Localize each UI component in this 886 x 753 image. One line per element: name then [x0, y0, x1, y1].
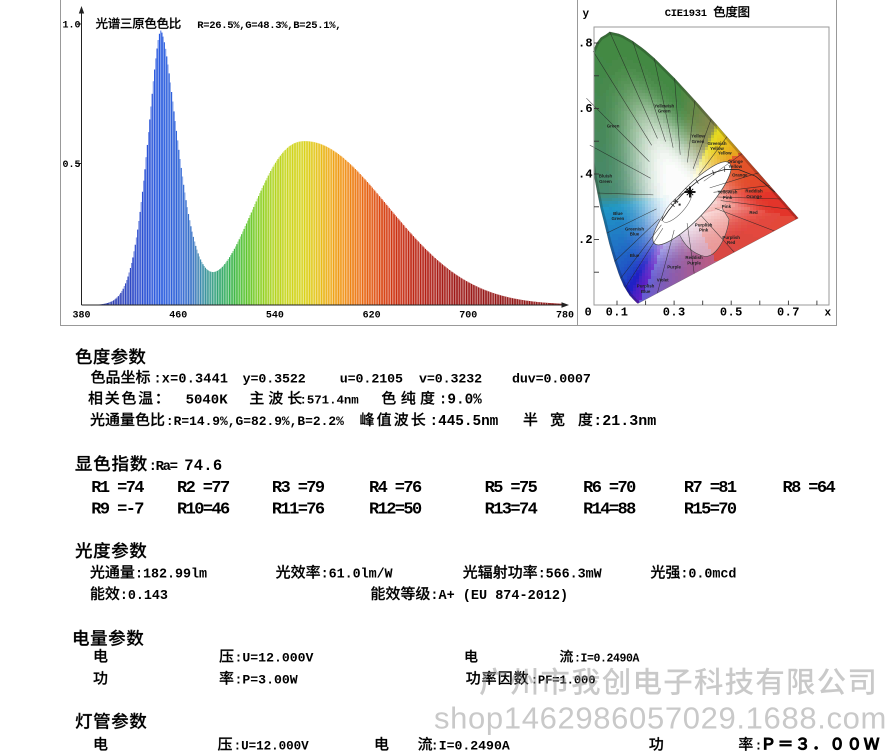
svg-text:Green: Green	[612, 216, 625, 221]
svg-text:0.1: 0.1	[606, 306, 629, 320]
svg-text::571.4nm: :571.4nm	[300, 394, 359, 408]
svg-text::0.0mcd: :0.0mcd	[680, 568, 736, 583]
svg-text::9.0%: :9.0%	[439, 393, 482, 409]
svg-text::445.5nm: :445.5nm	[430, 414, 499, 430]
svg-text:duv=0.0007: duv=0.0007	[512, 372, 591, 387]
svg-text:Blue: Blue	[613, 211, 623, 216]
svg-text:Orange: Orange	[732, 173, 748, 178]
svg-text::21.3nm: :21.3nm	[593, 413, 656, 430]
svg-text:0.7: 0.7	[777, 306, 800, 320]
svg-text:.4: .4	[578, 167, 593, 181]
svg-text:5040K: 5040K	[186, 393, 229, 409]
svg-text:Blue: Blue	[630, 253, 640, 258]
svg-text:Red: Red	[727, 240, 736, 245]
svg-text:R10=46: R10=46	[177, 501, 230, 520]
svg-text:Purplish: Purplish	[695, 222, 713, 227]
svg-text:Yellowish: Yellowish	[717, 190, 737, 195]
svg-text:x: x	[825, 308, 832, 320]
svg-text::R=14.9%,G=82.9%,B=2.2%: :R=14.9%,G=82.9%,B=2.2%	[166, 414, 344, 429]
svg-text:1.0: 1.0	[63, 20, 81, 31]
svg-text:Green: Green	[692, 139, 705, 144]
svg-text::566.3mW: :566.3mW	[538, 568, 603, 583]
svg-text:R13=74: R13=74	[485, 501, 538, 520]
svg-text:R14=88: R14=88	[583, 501, 636, 520]
svg-text:R15=70: R15=70	[684, 501, 737, 520]
svg-text:y=0.3522: y=0.3522	[243, 372, 306, 387]
svg-text:R3 =79: R3 =79	[272, 479, 325, 498]
svg-text:Greenish: Greenish	[625, 226, 644, 231]
svg-text::A+ (EU 874-2012): :A+ (EU 874-2012)	[430, 589, 568, 604]
svg-text:Yellowish: Yellowish	[654, 104, 674, 109]
svg-text:Green: Green	[658, 109, 671, 114]
svg-text::x=0.3441: :x=0.3441	[154, 373, 229, 388]
svg-text::: :	[755, 739, 763, 753]
svg-text:.2: .2	[578, 233, 593, 247]
svg-text:Purple: Purple	[687, 260, 701, 265]
svg-text::0.143: :0.143	[120, 589, 168, 604]
svg-text::U=12.000V: :U=12.000V	[235, 651, 314, 666]
svg-text::U=12.000V: :U=12.000V	[234, 740, 309, 753]
svg-text:Yellow: Yellow	[728, 164, 742, 169]
svg-text:Reddish: Reddish	[685, 255, 703, 260]
svg-text:Pink: Pink	[722, 204, 732, 209]
svg-text:Reddish: Reddish	[745, 189, 763, 194]
svg-text:Red: Red	[749, 210, 758, 215]
svg-text:Violet: Violet	[657, 277, 669, 282]
svg-text:Orange: Orange	[728, 159, 744, 164]
svg-text:780: 780	[556, 311, 574, 322]
svg-text:460: 460	[169, 311, 187, 322]
svg-text:0.5: 0.5	[63, 160, 81, 171]
svg-text::Ra=: :Ra=	[149, 459, 178, 475]
svg-text:R1 =74: R1 =74	[91, 479, 144, 498]
svg-text:Blue: Blue	[630, 232, 640, 237]
svg-text:R6 =70: R6 =70	[583, 479, 636, 498]
svg-text:y: y	[583, 9, 590, 21]
svg-text:0.5: 0.5	[720, 306, 743, 320]
svg-text:R11=76: R11=76	[272, 501, 325, 520]
svg-text:0: 0	[585, 306, 593, 320]
svg-text:Green: Green	[607, 124, 620, 129]
svg-text:R12=50: R12=50	[369, 501, 422, 520]
svg-text:u=0.2105: u=0.2105	[340, 372, 403, 387]
svg-text:v=0.3232: v=0.3232	[419, 372, 482, 387]
svg-text:R9 =-7: R9 =-7	[91, 501, 144, 520]
svg-text:Pink: Pink	[699, 228, 709, 233]
svg-text::I=0.2490A: :I=0.2490A	[431, 739, 510, 753]
svg-text:R5 =75: R5 =75	[485, 479, 538, 498]
svg-text:Green: Green	[599, 179, 612, 184]
svg-text:Yellow: Yellow	[718, 150, 732, 155]
svg-text:540: 540	[266, 311, 284, 322]
svg-text::P=3.00W: :P=3.00W	[235, 673, 298, 688]
svg-text:Purple: Purple	[667, 264, 681, 269]
svg-text:620: 620	[363, 311, 381, 322]
svg-text:380: 380	[73, 311, 91, 322]
svg-text::182.99lm: :182.99lm	[135, 568, 207, 583]
svg-text::I=0.2490A: :I=0.2490A	[574, 653, 640, 666]
svg-text:Pink: Pink	[723, 195, 733, 200]
svg-text:.6: .6	[578, 102, 593, 116]
svg-text:Greenish: Greenish	[707, 141, 726, 146]
svg-text:74.6: 74.6	[184, 457, 222, 475]
svg-text:Purplish: Purplish	[637, 284, 655, 289]
svg-text:Yellow: Yellow	[710, 146, 724, 151]
svg-text:0.3: 0.3	[663, 306, 686, 320]
svg-text:Blue: Blue	[641, 289, 651, 294]
svg-text:R7 =81: R7 =81	[684, 479, 737, 498]
svg-text:R=26.5%,G=48.3%,B=25.1%,: R=26.5%,G=48.3%,B=25.1%,	[197, 20, 341, 32]
svg-text:Yellow: Yellow	[691, 134, 705, 139]
svg-text::61.0lm/W: :61.0lm/W	[321, 568, 394, 583]
svg-text:CIE1931: CIE1931	[665, 8, 707, 20]
svg-text:Purplish: Purplish	[722, 235, 740, 240]
svg-text:Orange: Orange	[746, 194, 762, 199]
svg-text:R4 =76: R4 =76	[369, 479, 422, 498]
svg-text:R2 =77: R2 =77	[177, 479, 230, 498]
svg-text:R8 =64: R8 =64	[783, 479, 836, 498]
svg-text:700: 700	[459, 311, 477, 322]
svg-text:Bluish: Bluish	[599, 174, 613, 179]
svg-text:.8: .8	[578, 36, 593, 50]
svg-text:shop1462986057029.1688.com: shop1462986057029.1688.com	[434, 701, 886, 736]
